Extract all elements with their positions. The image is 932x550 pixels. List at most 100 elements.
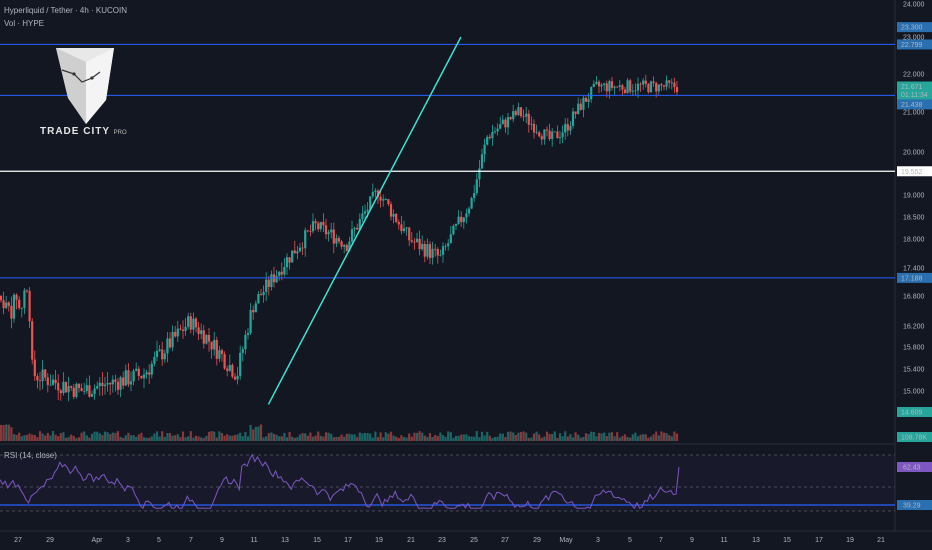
price-tick-label: 20.000 <box>903 150 925 157</box>
volume-bar <box>145 437 148 441</box>
badge-last-price-bg <box>897 81 932 100</box>
candle-body <box>153 356 156 364</box>
trendline-group <box>267 36 462 405</box>
candle-body <box>553 131 556 133</box>
volume-bar <box>631 434 634 441</box>
volume-bar <box>353 434 356 441</box>
candle-body <box>127 370 130 385</box>
candle-body <box>371 192 374 197</box>
candle-body <box>665 80 668 87</box>
volume-bar <box>340 434 343 441</box>
candle-body <box>213 339 216 350</box>
candle-body <box>629 80 632 92</box>
volume-bar <box>410 436 413 441</box>
volume-bar <box>642 434 645 441</box>
volume-bar <box>280 436 283 441</box>
candle-body <box>345 245 348 251</box>
candle-body <box>504 119 507 128</box>
volume-bar <box>577 434 580 441</box>
candle-body <box>400 224 403 232</box>
candle-body <box>145 372 148 375</box>
candle-body <box>517 107 520 115</box>
volume-bar <box>25 434 29 441</box>
candle-body <box>452 225 455 235</box>
volume-bar <box>493 436 497 441</box>
volume-bar <box>262 437 265 441</box>
volume-bar <box>241 436 244 441</box>
volume-bar <box>447 431 450 441</box>
volume-bar <box>434 435 437 441</box>
volume-bar <box>613 436 616 441</box>
candle-body <box>577 103 580 115</box>
volume-bar <box>18 432 21 441</box>
candle-body <box>44 369 47 378</box>
candle-body <box>413 241 416 243</box>
candle-body <box>639 83 642 85</box>
candle-body <box>137 368 140 376</box>
volume-bar <box>103 431 107 441</box>
volume-bar <box>109 434 112 441</box>
volume-bar <box>142 437 146 441</box>
candle-body <box>670 82 673 84</box>
rsi-band <box>0 455 895 511</box>
candle-body <box>636 83 640 91</box>
volume-bar <box>408 433 411 441</box>
volume-bar <box>119 436 122 441</box>
candle-body <box>512 111 515 120</box>
candle-body <box>634 90 637 92</box>
price-tick-label: 15.000 <box>903 389 925 396</box>
volume-bar <box>426 436 429 441</box>
volume-bar <box>236 434 239 441</box>
candle-body <box>291 250 294 263</box>
candle-body <box>642 80 645 85</box>
volume-bar <box>12 434 16 441</box>
volume-bar <box>369 433 372 441</box>
candle-body <box>231 364 234 377</box>
time-tick-label: 17 <box>344 537 352 544</box>
candle-body <box>506 116 510 128</box>
volume-bar <box>249 424 252 441</box>
volume-bar <box>540 437 543 441</box>
candle-body <box>111 379 114 385</box>
candle-body <box>525 113 528 117</box>
candle-body <box>96 386 99 389</box>
candle-body <box>431 248 434 258</box>
volume-bar <box>673 431 676 441</box>
time-tick-label: 5 <box>628 537 632 544</box>
volume-bar <box>556 437 559 441</box>
candle-body <box>280 271 283 275</box>
candle-body <box>408 227 411 241</box>
volume-bar <box>623 434 627 441</box>
candle-body <box>317 223 320 230</box>
volume-bar <box>270 432 273 441</box>
volume-title: Vol · HYPE <box>4 19 45 28</box>
candle-body <box>181 329 185 331</box>
volume-bar <box>54 434 57 441</box>
volume-bar <box>77 437 81 441</box>
volume-bar <box>226 434 229 441</box>
volume-bar <box>514 435 517 441</box>
price-tick-label: 18.000 <box>903 237 925 244</box>
candle-body <box>135 368 138 371</box>
volume-bar <box>197 436 200 441</box>
candle-body <box>439 254 442 256</box>
volume-bar <box>571 437 575 441</box>
volume-bar <box>350 434 354 441</box>
candle-body <box>184 326 187 331</box>
candle-body <box>304 230 307 249</box>
volume-bar <box>519 431 523 441</box>
time-tick-label: May <box>559 537 573 544</box>
candle-body <box>239 352 242 376</box>
candle-body <box>218 350 221 359</box>
volume-bar <box>319 435 322 441</box>
candle-body <box>244 334 247 350</box>
time-tick-label: 3 <box>596 537 600 544</box>
volume-bar <box>374 431 377 441</box>
volume-bar <box>267 433 270 441</box>
volume-bar <box>639 434 642 441</box>
volume-bar <box>402 436 406 441</box>
volume-bar <box>101 435 104 441</box>
candle-body <box>327 232 330 235</box>
candle-body <box>538 132 541 137</box>
